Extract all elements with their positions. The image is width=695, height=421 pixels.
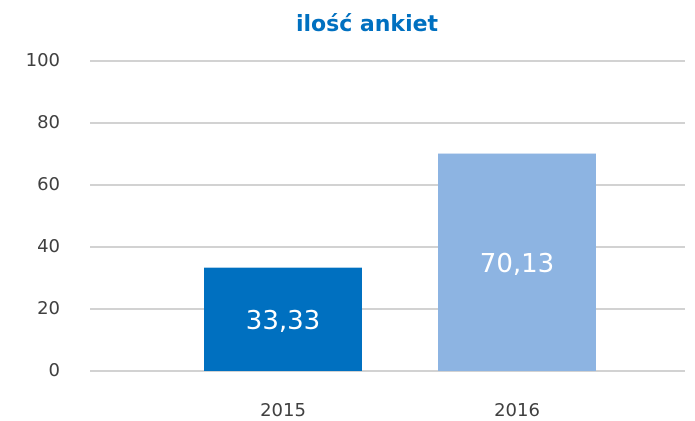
x-tick-label: 2015 (260, 400, 306, 421)
y-tick-label: 60 (37, 174, 60, 195)
bar (438, 153, 596, 371)
bar (204, 267, 362, 371)
y-tick-label: 0 (49, 360, 60, 381)
chart-title: ilość ankiet (296, 12, 439, 37)
y-tick-label: 80 (37, 112, 60, 133)
value-label: 70,13 (480, 249, 554, 279)
value-label: 33,33 (246, 306, 320, 336)
y-tick-label: 100 (26, 50, 60, 71)
y-tick-label: 40 (37, 236, 60, 257)
x-tick-label: 2016 (494, 400, 540, 421)
y-tick-label: 20 (37, 298, 60, 319)
